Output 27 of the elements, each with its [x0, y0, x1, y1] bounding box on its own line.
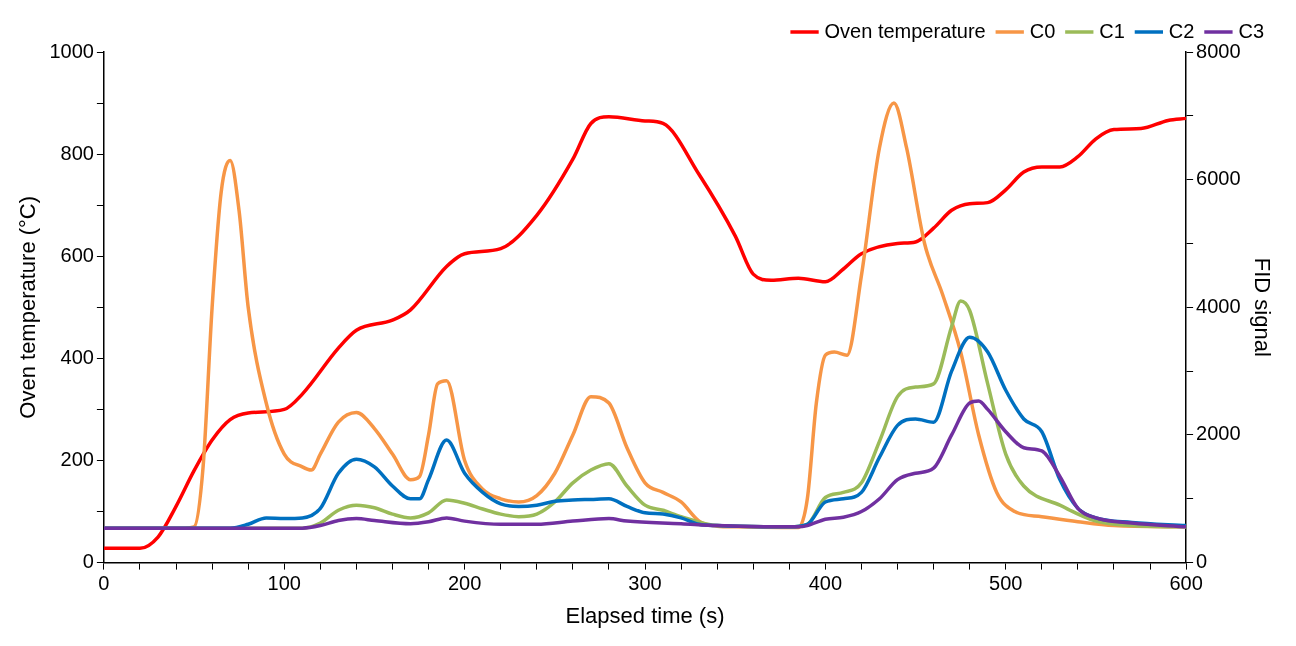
y2-tick-label: 0 [1196, 550, 1208, 573]
x-tick-label: 400 [808, 572, 843, 595]
y-tick-label: 200 [60, 448, 94, 470]
y2-tick-label: 4000 [1196, 294, 1241, 317]
line-series [103, 399, 1187, 530]
y-tick-label: 400 [60, 345, 94, 368]
x-tick-label: 500 [989, 572, 1023, 595]
x-tick-label: 200 [447, 572, 482, 595]
x-tick-label: 100 [267, 572, 301, 595]
y-tick-label: 600 [60, 243, 94, 266]
y2-tick-label: 2000 [1196, 422, 1241, 445]
x-axis-title: Elapsed time (s) [565, 602, 725, 628]
x-tick-label: 0 [98, 572, 110, 595]
y-tick-label: 0 [82, 550, 94, 573]
x-tick-label: 300 [628, 572, 662, 595]
legend-label: C3 [1238, 19, 1265, 42]
legend-label: Oven temperature [824, 19, 986, 42]
y2-tick-label: 6000 [1196, 167, 1241, 190]
y-axis-title: Oven temperature (°C) [15, 195, 41, 419]
x-tick-label: 600 [1169, 572, 1203, 595]
y-tick-label: 800 [60, 141, 94, 164]
legend-label: C1 [1099, 19, 1125, 42]
legend-label: C0 [1029, 19, 1056, 42]
y2-tick-label: 8000 [1196, 39, 1241, 62]
legend-label: C2 [1168, 19, 1195, 42]
y2-axis-title: FID signal [1249, 257, 1275, 357]
y-tick-label: 1000 [49, 39, 94, 62]
